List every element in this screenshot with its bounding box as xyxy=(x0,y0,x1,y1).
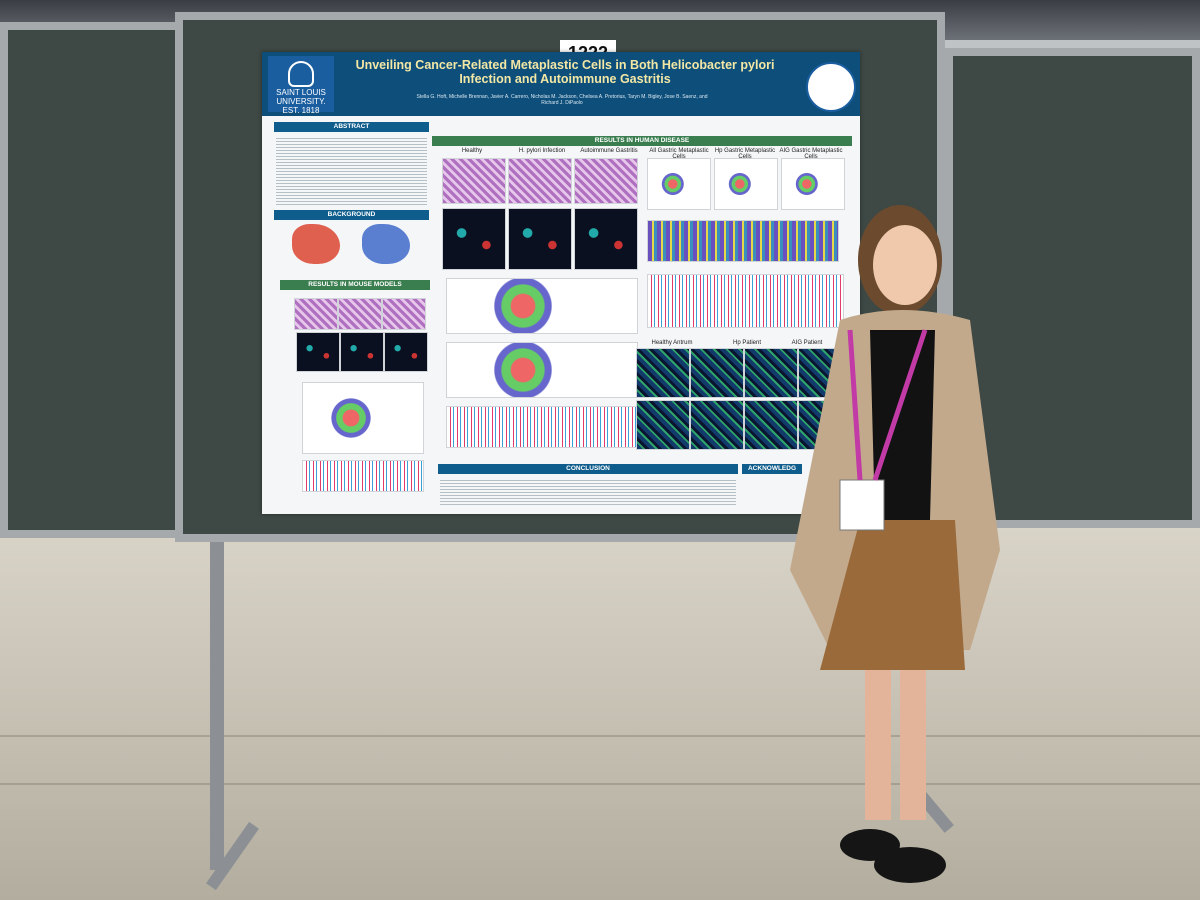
label-hp-patient: Hp Patient xyxy=(732,340,762,346)
label-ag: Autoimmune Gastritis xyxy=(580,148,638,154)
heatmap-panel xyxy=(647,220,839,262)
figure-panel xyxy=(744,400,798,450)
section-background: BACKGROUND xyxy=(274,210,429,220)
suede-skirt xyxy=(820,520,965,670)
section-human-disease: RESULTS IN HUMAN DISEASE xyxy=(432,136,852,146)
figure-panel xyxy=(294,298,338,330)
leg-left xyxy=(865,670,891,820)
shoe-right xyxy=(874,847,946,883)
conclusion-text xyxy=(440,478,736,506)
label-hp-gastric: Hp Gastric Metaplastic Cells xyxy=(714,148,776,160)
stomach-diagram-icon xyxy=(292,224,340,264)
figure-panel xyxy=(302,382,424,454)
figure-panel xyxy=(636,348,690,398)
section-conclusion: CONCLUSION xyxy=(438,464,738,474)
figure-panel xyxy=(636,400,690,450)
university-logo: SAINT LOUIS UNIVERSITY. EST. 1818 xyxy=(268,56,334,115)
figure-panel xyxy=(446,278,638,334)
label-aig-patient: AIG Patient xyxy=(791,340,823,346)
poster-title: Unveiling Cancer-Related Metaplastic Cel… xyxy=(355,58,775,87)
figure-panel xyxy=(442,158,506,204)
figure-panel xyxy=(442,208,506,270)
presenter-person xyxy=(790,205,1000,883)
institution-est: EST. 1818 xyxy=(282,105,320,115)
panel-leg-left xyxy=(210,540,224,870)
figure-panel xyxy=(574,208,638,270)
label-all-gastric: All Gastric Metaplastic Cells xyxy=(649,148,709,160)
name-badge xyxy=(839,479,885,531)
leg-right xyxy=(900,670,926,820)
poster-authors: Stella G. Hoft, Michelle Brennan, Javier… xyxy=(416,94,708,106)
label-aig-gastric: AIG Gastric Metaplastic Cells xyxy=(779,148,843,160)
figure-panel xyxy=(574,158,638,204)
floor-seam xyxy=(0,783,1200,785)
society-seal-icon xyxy=(806,62,856,112)
figure-panel xyxy=(781,158,845,210)
label-hp: H. pylori Infection xyxy=(518,148,566,154)
institution-name: SAINT LOUIS UNIVERSITY. xyxy=(276,88,326,106)
figure-panel xyxy=(382,298,426,330)
figure-panel xyxy=(690,400,744,450)
figure-panel xyxy=(647,158,711,210)
figure-panel xyxy=(338,298,382,330)
face xyxy=(873,225,937,305)
poster-header: SAINT LOUIS UNIVERSITY. EST. 1818 Unveil… xyxy=(262,52,860,116)
figure-panel xyxy=(647,274,844,328)
abstract-text xyxy=(276,136,427,206)
section-mouse-models: RESULTS IN MOUSE MODELS xyxy=(280,280,430,290)
lanyard xyxy=(847,329,928,481)
stomach-diagram-icon xyxy=(362,224,410,264)
figure-panel xyxy=(744,348,798,398)
figure-panel xyxy=(302,460,424,492)
research-poster: SAINT LOUIS UNIVERSITY. EST. 1818 Unveil… xyxy=(262,52,860,514)
section-acknowledgements: ACKNOWLEDG xyxy=(742,464,802,474)
figure-panel xyxy=(508,158,572,204)
figure-panel xyxy=(446,342,638,398)
display-panel-left xyxy=(0,22,205,538)
section-abstract: ABSTRACT xyxy=(274,122,429,132)
figure-panel xyxy=(384,332,428,372)
label-healthy-antrum: Healthy Antrum xyxy=(651,340,693,346)
figure-panel xyxy=(508,208,572,270)
black-top xyxy=(870,330,935,520)
fleur-de-lis-icon xyxy=(288,61,314,87)
figure-panel xyxy=(340,332,384,372)
display-panel-right xyxy=(945,48,1200,528)
figure-panel xyxy=(714,158,778,210)
label-healthy: Healthy xyxy=(461,148,483,154)
figure-panel xyxy=(446,406,638,448)
floor xyxy=(0,525,1200,900)
figure-panel xyxy=(690,348,744,398)
floor-seam xyxy=(0,735,1200,737)
figure-panel xyxy=(296,332,340,372)
